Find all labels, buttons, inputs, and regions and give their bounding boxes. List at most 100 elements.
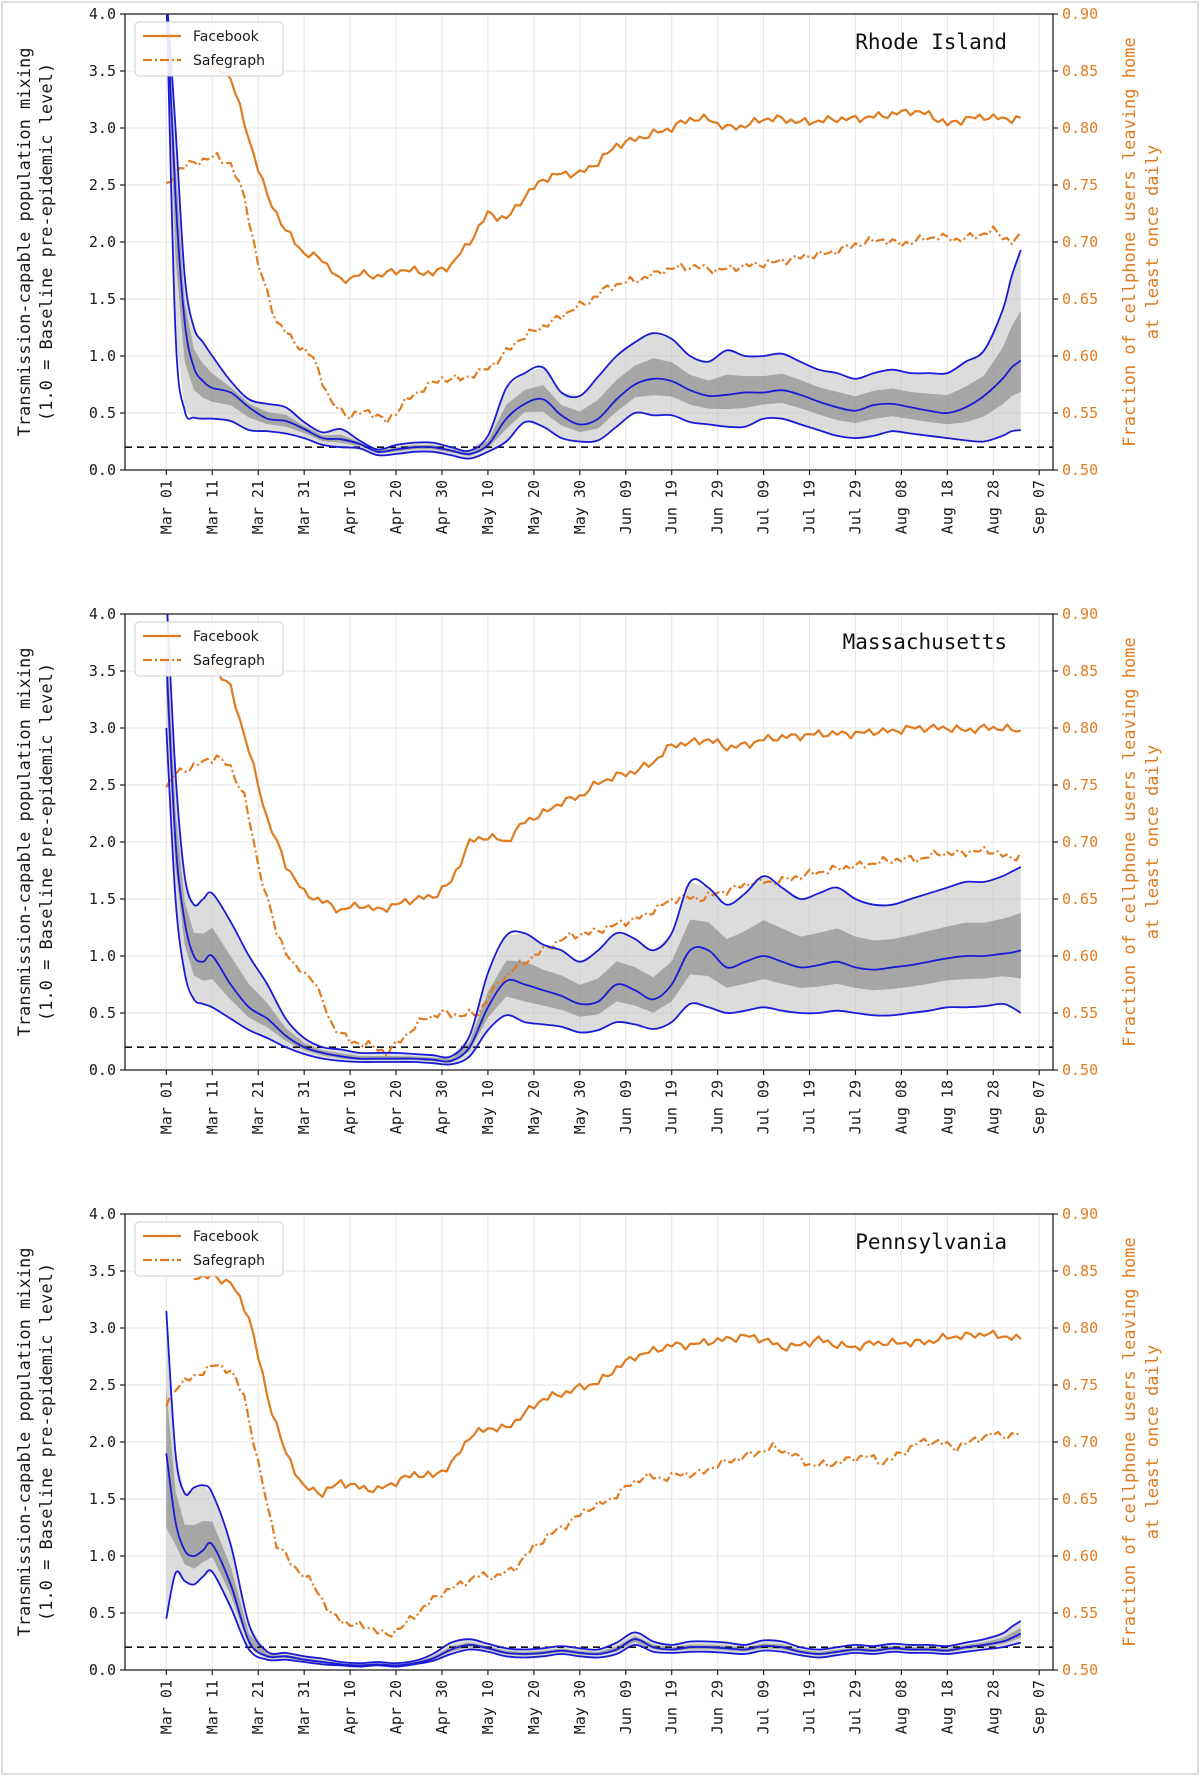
- y-right-axis-label-line2: at least once daily: [1143, 145, 1163, 339]
- y-tick-label: 4.0: [89, 1205, 116, 1223]
- legend-label-safegraph: Safegraph: [193, 653, 265, 669]
- x-tick-label: Aug 18: [938, 480, 956, 534]
- x-tick-label: Jun 19: [663, 1080, 681, 1134]
- x-tick-label: Mar 11: [203, 1080, 221, 1134]
- y-axis-label-line2: (1.0 = Baseline pre-epidemic level): [37, 63, 57, 421]
- x-tick-label: Jun 29: [709, 480, 727, 534]
- ensemble-core: [166, 1389, 1021, 1666]
- x-tick-label: Mar 01: [157, 1080, 175, 1134]
- legend: Facebook Safegraph: [134, 1221, 284, 1277]
- x-tick-label: Mar 31: [295, 480, 313, 534]
- x-tick-label: Jun 29: [709, 1080, 727, 1134]
- y-right-tick-label: 0.70: [1062, 833, 1098, 851]
- x-tick-label: Mar 21: [249, 480, 267, 534]
- y-tick-label: 4.0: [89, 605, 116, 623]
- y-tick-label: 0.0: [89, 461, 116, 479]
- y-right-tick-label: 0.80: [1062, 119, 1098, 137]
- plot-content: [125, 1272, 1053, 1668]
- y-right-axis-label-line1: Fraction of cellphone users leaving home: [1120, 637, 1140, 1046]
- y-right-tick-label: 0.90: [1062, 1205, 1098, 1223]
- y-right-tick-label: 0.85: [1062, 662, 1098, 680]
- x-tick-label: Jun 29: [709, 1680, 727, 1734]
- y-right-axis-label-line1: Fraction of cellphone users leaving home: [1120, 1237, 1140, 1646]
- y-right-axis-label-line2: at least once daily: [1143, 745, 1163, 939]
- y-right-tick-label: 0.60: [1062, 947, 1098, 965]
- y-tick-label: 1.0: [89, 947, 116, 965]
- legend: Facebook Safegraph: [134, 621, 284, 677]
- x-tick-label: Sep 07: [1030, 1080, 1048, 1134]
- x-tick-label: Jul 09: [755, 480, 773, 534]
- y-right-axis-label-line2: at least once daily: [1143, 1345, 1163, 1539]
- x-tick-label: Apr 20: [387, 480, 405, 534]
- y-tick-label: 2.5: [89, 776, 116, 794]
- y-right-tick-label: 0.55: [1062, 1604, 1098, 1622]
- x-tick-label: Jun 09: [617, 1080, 635, 1134]
- y-tick-label: 2.0: [89, 233, 116, 251]
- plot-content: [125, 614, 1053, 1066]
- y-right-tick-label: 0.55: [1062, 1004, 1098, 1022]
- y-right-tick-label: 0.65: [1062, 1490, 1098, 1508]
- series-line-safegraph: [166, 151, 1022, 425]
- y-right-tick-label: 0.75: [1062, 776, 1098, 794]
- y-right-tick-label: 0.50: [1062, 461, 1098, 479]
- series-line-facebook: [193, 1272, 1022, 1498]
- y-tick-label: 1.0: [89, 347, 116, 365]
- y-right-tick-label: 0.65: [1062, 290, 1098, 308]
- x-tick-label: Jul 29: [846, 1680, 864, 1734]
- x-tick-label: Aug 18: [938, 1080, 956, 1134]
- x-tick-label: Aug 08: [892, 1680, 910, 1734]
- y-tick-label: 0.5: [89, 404, 116, 422]
- y-tick-label: 3.0: [89, 719, 116, 737]
- series-line-lower-bound: [165, 1569, 1022, 1668]
- y-tick-label: 2.5: [89, 176, 116, 194]
- y-tick-label: 2.0: [89, 833, 116, 851]
- x-tick-label: Jul 19: [801, 480, 819, 534]
- x-tick-label: Aug 28: [984, 480, 1002, 534]
- y-right-tick-label: 0.75: [1062, 176, 1098, 194]
- x-tick-label: Mar 01: [157, 480, 175, 534]
- legend-label-safegraph: Safegraph: [193, 1253, 265, 1269]
- panel-title: Rhode Island: [855, 30, 1007, 54]
- x-tick-label: Mar 01: [157, 1680, 175, 1734]
- x-tick-label: May 20: [525, 1080, 543, 1134]
- x-tick-label: May 30: [571, 1680, 589, 1734]
- chart-panel: 0.0 0.5 1.0 1.5 2.0 2.5 3.0 3.5 4.0 0.50 0.55 0.60 0…: [15, 605, 1163, 1134]
- x-tick-label: May 10: [479, 1080, 497, 1134]
- x-tick-label: Mar 31: [295, 1680, 313, 1734]
- legend-label-facebook: Facebook: [193, 1229, 260, 1245]
- ensemble-core: [166, 628, 1021, 1063]
- x-tick-label: May 20: [525, 480, 543, 534]
- y-axis-label-line2: (1.0 = Baseline pre-epidemic level): [37, 663, 57, 1021]
- y-tick-label: 1.0: [89, 1547, 116, 1565]
- y-tick-label: 0.0: [89, 1061, 116, 1079]
- y-right-tick-label: 0.65: [1062, 890, 1098, 908]
- chart-panel: 0.0 0.5 1.0 1.5 2.0 2.5 3.0 3.5 4.0 0.50 0.55 0.60 0…: [15, 5, 1163, 534]
- x-tick-label: May 10: [479, 1680, 497, 1734]
- x-tick-label: May 20: [525, 1680, 543, 1734]
- series-line-lower-bound: [165, 14, 1021, 460]
- series-line-safegraph: [165, 1364, 1022, 1638]
- legend-label-facebook: Facebook: [193, 629, 260, 645]
- x-tick-label: Apr 20: [387, 1680, 405, 1734]
- x-tick-label: Jul 19: [801, 1680, 819, 1734]
- y-right-tick-label: 0.85: [1062, 1262, 1098, 1280]
- x-tick-label: Sep 07: [1030, 480, 1048, 534]
- y-right-tick-label: 0.70: [1062, 233, 1098, 251]
- x-tick-label: Aug 28: [984, 1680, 1002, 1734]
- x-tick-label: Apr 30: [433, 480, 451, 534]
- y-axis-label-line2: (1.0 = Baseline pre-epidemic level): [37, 1263, 57, 1621]
- chart-panel: 0.0 0.5 1.0 1.5 2.0 2.5 3.0 3.5 4.0 0.50 0.55 0.60 0…: [15, 1205, 1163, 1734]
- y-tick-label: 0.5: [89, 1004, 116, 1022]
- y-tick-label: 2.5: [89, 1376, 116, 1394]
- x-tick-label: Mar 11: [203, 1680, 221, 1734]
- y-tick-label: 2.0: [89, 1433, 116, 1451]
- y-right-axis-label-line1: Fraction of cellphone users leaving home: [1120, 37, 1140, 446]
- x-tick-label: Apr 30: [433, 1080, 451, 1134]
- y-tick-label: 0.5: [89, 1604, 116, 1622]
- y-right-tick-label: 0.70: [1062, 1433, 1098, 1451]
- x-tick-label: Aug 18: [938, 1680, 956, 1734]
- x-tick-label: Jul 09: [755, 1080, 773, 1134]
- y-axis-label-line1: Transmission-capable population mixing: [15, 1248, 35, 1637]
- x-tick-label: Mar 21: [249, 1680, 267, 1734]
